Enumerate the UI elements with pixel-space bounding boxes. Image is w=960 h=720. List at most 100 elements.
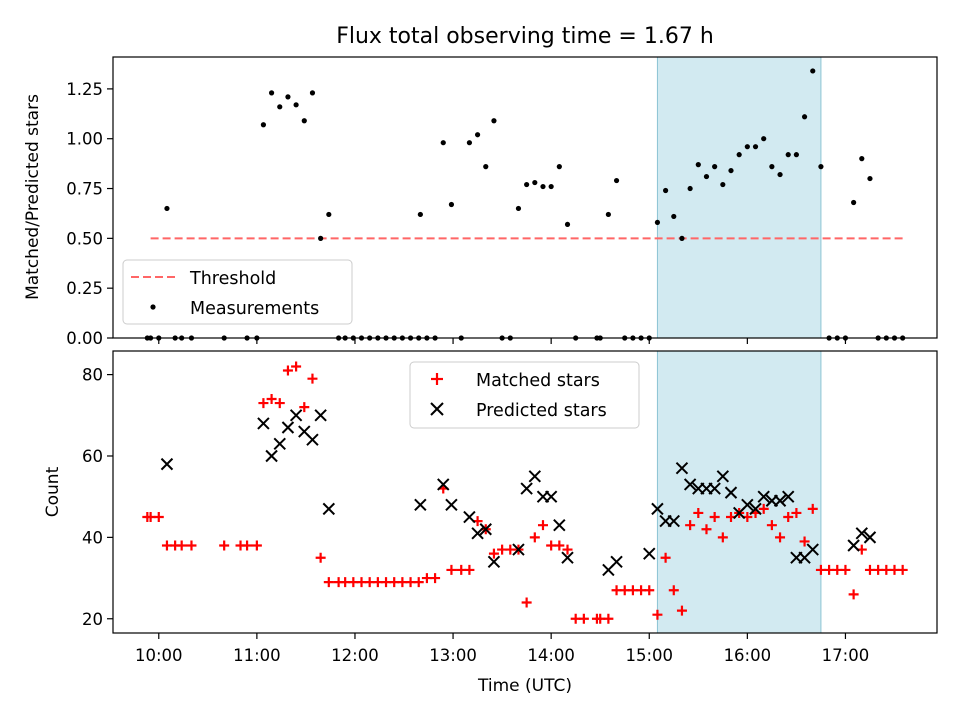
matched-star-marker: [685, 520, 696, 531]
matched-star-marker: [848, 589, 859, 600]
bottom-y-tick-label: 60: [82, 447, 103, 466]
predicted-star-marker: [855, 527, 869, 540]
measurement-point: [277, 104, 283, 110]
measurement-point: [293, 102, 299, 108]
predicted-star-marker: [667, 514, 680, 528]
x-tick-label: 11:00: [233, 646, 281, 665]
matched-star-marker: [701, 524, 712, 535]
predicted-star-marker: [314, 409, 327, 422]
predicted-star-marker: [445, 498, 458, 512]
measurement-point: [548, 183, 554, 190]
predicted-star-marker: [257, 417, 270, 430]
matched-star-marker: [258, 398, 269, 409]
measurement-point: [440, 140, 446, 146]
predicted-star-marker: [716, 470, 730, 483]
matched-star-marker: [153, 512, 164, 523]
top-highlight-span: [656, 56, 822, 339]
predicted-star-marker: [471, 527, 484, 540]
matched-star-marker: [807, 503, 818, 514]
measurement-point: [695, 162, 701, 168]
observing-span-band: [656, 56, 822, 339]
measurement-point: [164, 205, 170, 212]
matched-star-marker: [464, 564, 475, 575]
measurement-point: [268, 90, 275, 96]
measurement-point: [515, 205, 522, 212]
predicted-star-marker: [512, 543, 525, 556]
matched-star-marker: [766, 520, 777, 531]
matched-star-marker: [758, 503, 769, 514]
measurement-point: [260, 122, 267, 128]
matched-star-marker: [554, 540, 565, 551]
measurement-point: [785, 152, 791, 158]
measurement-point: [687, 185, 693, 192]
matched-star-marker: [717, 532, 728, 543]
threshold-legend-label: Threshold: [189, 269, 276, 289]
measurement-point: [466, 140, 473, 146]
matched-star-marker: [323, 577, 334, 588]
measurement-point: [851, 199, 857, 206]
bottom-legend: Matched stars Predicted stars: [409, 361, 640, 429]
x-axis-label: Time (UTC): [477, 676, 572, 696]
predicted-star-marker: [306, 433, 319, 446]
matched-star-marker: [219, 540, 230, 551]
predicted-star-marker: [528, 470, 542, 483]
bottom-legend-box: [409, 361, 640, 429]
matched-star-marker: [186, 540, 197, 551]
matched-star-marker: [274, 398, 285, 409]
predicted-star-marker: [561, 551, 574, 564]
top-y-tick-label: 0.50: [66, 229, 103, 248]
measurement-point: [761, 136, 767, 142]
x-tick-label: 16:00: [724, 646, 772, 665]
top-y-tick-label: 1.25: [66, 80, 103, 99]
predicted-star-marker: [847, 539, 860, 552]
matched-star-marker: [446, 564, 457, 575]
matched-star-marker: [251, 540, 262, 551]
measurement-points: [144, 68, 906, 341]
measurement-point: [720, 181, 726, 188]
matched-star-marker: [521, 597, 532, 608]
measurement-point: [663, 187, 669, 194]
matched-star-marker: [307, 373, 318, 384]
measurement-point: [801, 114, 808, 120]
measurement-point: [728, 167, 734, 174]
predicted-star-marker: [281, 421, 295, 434]
top-y-tick-label: 0.75: [66, 180, 103, 199]
matched-star-marker: [488, 548, 499, 559]
predicted-star-marker: [322, 502, 336, 516]
top-axes-frame: [112, 56, 938, 339]
measurement-point: [301, 118, 307, 124]
predicted-star-marker: [544, 490, 558, 503]
measurement-point: [556, 164, 562, 170]
matched-star-marker: [709, 512, 720, 523]
matched-star-marker: [562, 544, 573, 555]
predicted-star-marker: [683, 478, 697, 491]
bottom-y-tick-label: 40: [82, 528, 103, 547]
x-tick-label: 10:00: [135, 646, 183, 665]
measurement-point: [532, 179, 538, 186]
x-tick-label: 12:00: [331, 646, 379, 665]
bottom-y-ticks: 20 40 60 80: [82, 366, 113, 629]
measurement-point: [654, 219, 661, 226]
predicted-star-marker: [773, 494, 787, 507]
predicted-star-marker: [479, 523, 492, 536]
predicted-legend-label: Predicted stars: [476, 401, 607, 421]
predicted-star-marker: [487, 555, 501, 568]
measurement-point: [769, 164, 775, 170]
predicted-star-marker: [643, 547, 656, 560]
x-tick-label: 14:00: [527, 646, 575, 665]
predicted-star-marker: [414, 498, 427, 512]
measurement-point: [605, 211, 611, 218]
bottom-highlight-span: [656, 350, 822, 634]
measurement-point: [679, 235, 685, 241]
predicted-stars-points: [160, 409, 877, 577]
matched-star-marker: [242, 540, 253, 551]
matched-star-marker: [897, 564, 908, 575]
bottom-x-ticks: 10:00 11:00 12:00 13:00 14:00 15:00 16:00 17:00: [135, 633, 869, 665]
matched-star-marker: [693, 507, 704, 518]
top-x-ticks: [158, 338, 847, 344]
matched-legend-swatch: [431, 373, 443, 385]
measurement-point: [448, 201, 455, 208]
matched-star-marker: [791, 507, 802, 518]
predicted-legend-swatch: [430, 402, 444, 416]
